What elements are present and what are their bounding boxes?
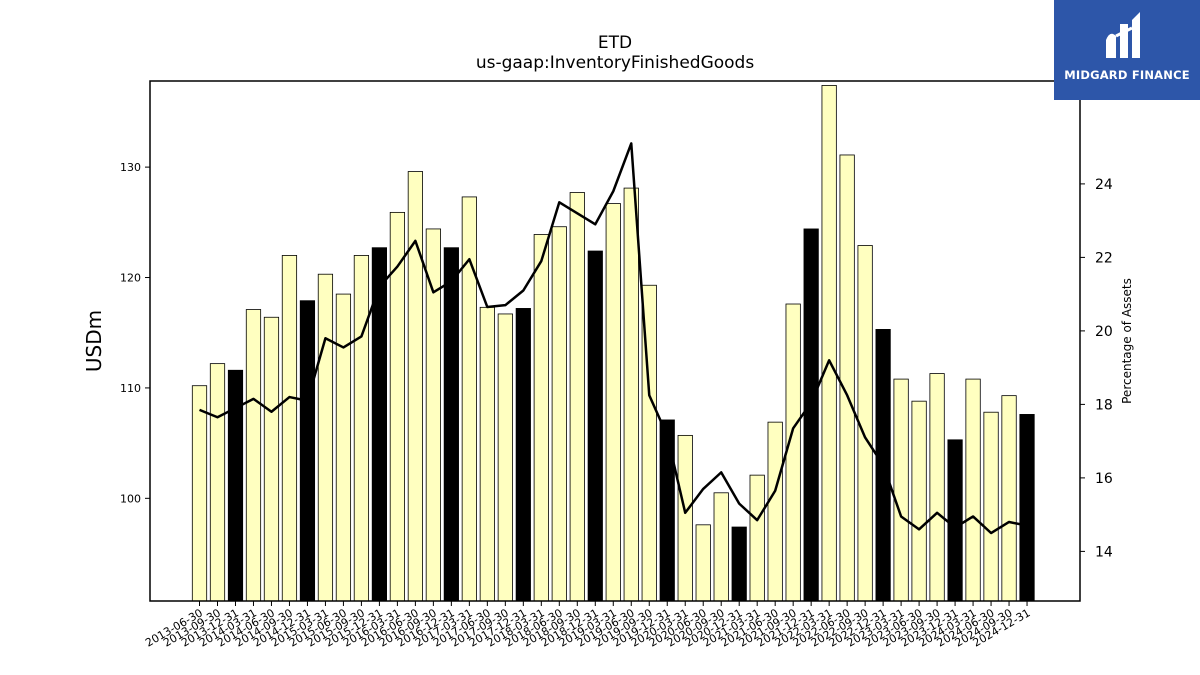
bar [749, 474, 765, 602]
y-tick-label: 110 [120, 382, 141, 395]
bar [281, 255, 298, 602]
bar [767, 421, 783, 602]
bar [839, 154, 855, 602]
bar-series [191, 85, 1035, 602]
bar [569, 192, 585, 602]
bar [623, 187, 639, 602]
midgard-logo-icon [1106, 12, 1140, 58]
bar [515, 308, 531, 602]
bar [209, 363, 226, 602]
y2-tick-label: 20 [1095, 324, 1113, 340]
bar [497, 313, 513, 602]
y2-tick-label: 22 [1095, 250, 1113, 266]
bar [245, 309, 262, 602]
y2-axis-label: Percentage of Assets [1120, 278, 1134, 404]
bar [1001, 395, 1017, 602]
chart-title: ETD [598, 33, 632, 53]
bar [299, 300, 316, 602]
bar [479, 306, 495, 602]
bar [983, 411, 999, 602]
bar [317, 273, 334, 602]
bar [551, 226, 567, 602]
bar [893, 378, 909, 602]
bar [191, 385, 208, 602]
bar [335, 293, 352, 602]
bar [587, 250, 603, 602]
bar [731, 526, 747, 602]
bar [695, 524, 711, 602]
chart-subtitle: us-gaap:InventoryFinishedGoods [476, 53, 755, 73]
bar [263, 316, 280, 602]
bar [785, 303, 801, 602]
percentage-line [199, 142, 1028, 535]
brand-logo: MIDGARD FINANCE [1054, 0, 1200, 100]
bar [407, 171, 423, 602]
y-tick-label: 100 [120, 492, 141, 505]
bar [425, 228, 441, 602]
bar [461, 196, 477, 602]
y-tick-label: 130 [120, 161, 141, 174]
y-axis-label: USDm [82, 310, 106, 372]
x-axis: 2013-06-302013-09-302013-12-312014-03-31… [143, 601, 1033, 650]
bar [353, 255, 370, 602]
left-axis: 100 110 120 130 [120, 161, 150, 505]
bar [965, 378, 981, 602]
bar [677, 434, 693, 602]
y-tick-label: 120 [120, 272, 141, 285]
bar [533, 234, 549, 602]
bar [929, 373, 945, 602]
y2-tick-label: 18 [1095, 397, 1113, 413]
y2-tick-label: 14 [1095, 544, 1113, 560]
bar [605, 203, 621, 602]
brand-name: MIDGARD FINANCE [1064, 68, 1190, 82]
bar [659, 419, 675, 602]
bar [1019, 414, 1035, 602]
y2-tick-label: 16 [1095, 471, 1113, 487]
bar [713, 492, 729, 602]
bar [803, 228, 819, 602]
y2-tick-label: 24 [1095, 177, 1113, 193]
bar [911, 400, 927, 602]
bar [947, 439, 963, 602]
plot-area-frame [149, 80, 1081, 602]
bar [821, 85, 837, 602]
bar [443, 247, 459, 602]
right-axis: 14 16 18 20 22 24 [1080, 177, 1113, 560]
